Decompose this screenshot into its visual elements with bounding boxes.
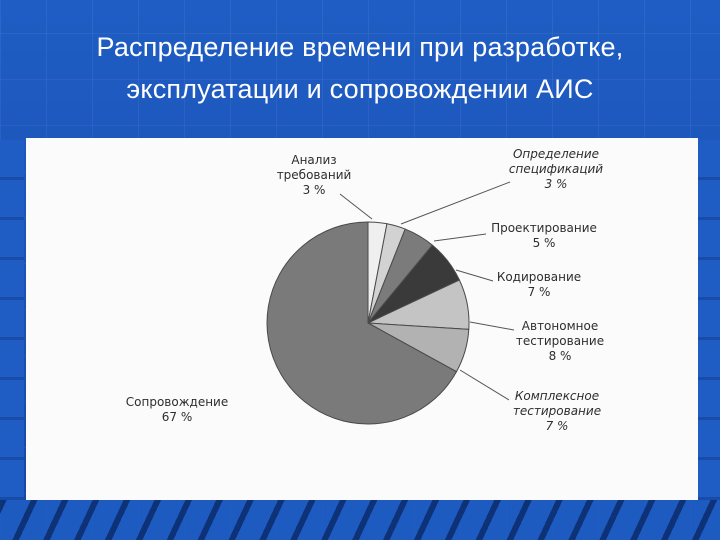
decorative-strip-right [698,140,720,500]
slice-label-4: Кодирование 7 % [497,270,581,299]
leader-line-1 [339,193,373,220]
slice-label-5: Автономное тестирование 8 % [516,319,604,363]
slice-label-2: Определение спецификаций 3 % [509,147,603,191]
slice-label-1: Анализ требований 3 % [277,153,352,197]
chart-panel: Анализ требований 3 % Определение спецификац… [26,138,698,500]
decorative-strip-bottom [0,500,720,540]
leader-line-6 [459,369,510,401]
slice-label-7: Сопровождение 67 % [126,395,228,424]
leader-line-3 [433,233,487,242]
pie-chart: Анализ требований 3 % Определение спецификац… [126,147,604,433]
leader-line-2 [400,181,511,225]
slide-title-line-1: Распределение времени при разработке, [96,32,624,62]
slice-label-6: Комплексное тестирование 7 % [513,389,601,433]
slide-title: Распределение времени при разработке, эк… [0,26,720,110]
leader-line-5 [469,321,515,331]
pie-slice-7 [266,221,458,425]
leader-line-4 [455,269,494,282]
slice-label-3: Проектирование 5 % [491,221,597,250]
decorative-strip-left [0,140,24,500]
slide-title-line-2: эксплуатации и сопровождении АИС [126,74,594,104]
